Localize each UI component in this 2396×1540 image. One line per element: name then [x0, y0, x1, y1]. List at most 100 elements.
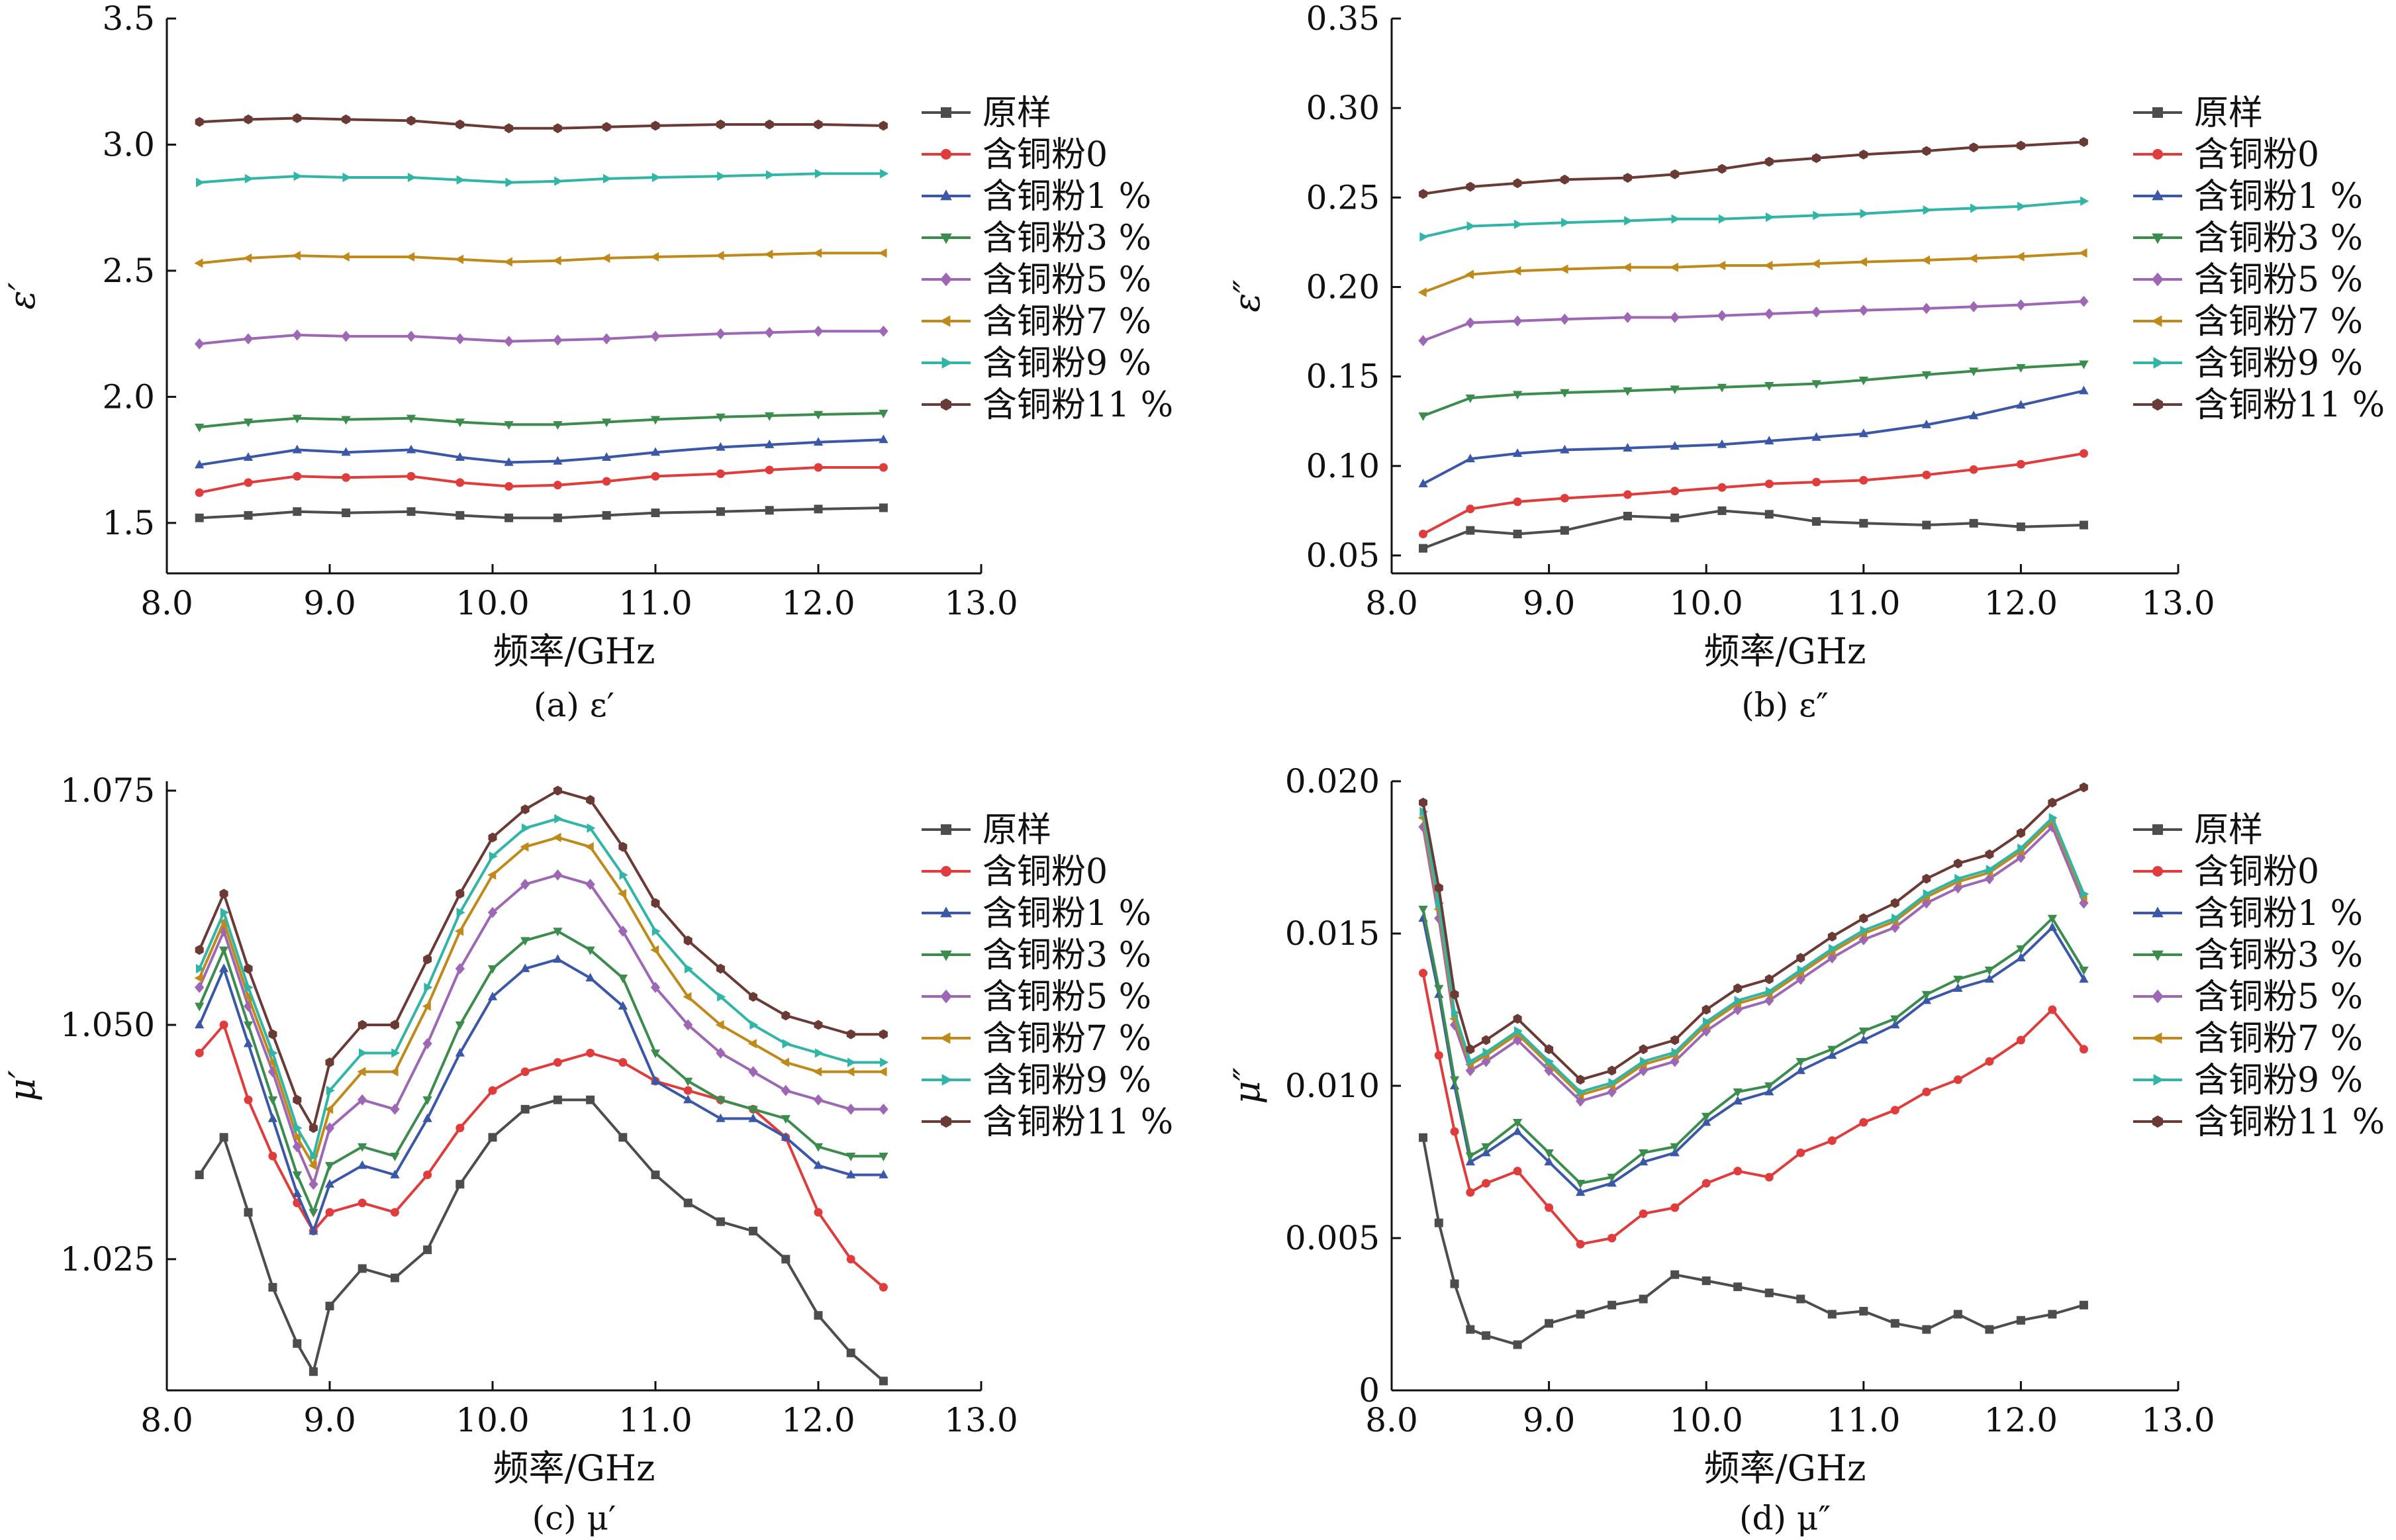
data-point	[1733, 1004, 1743, 1016]
data-point	[1890, 1020, 1900, 1029]
data-point	[813, 1143, 824, 1152]
data-point	[195, 1170, 204, 1179]
series-line	[1421, 817, 2085, 1096]
legend-marker	[2152, 272, 2164, 287]
data-point	[267, 1066, 278, 1078]
data-point	[1576, 1095, 1586, 1107]
series-line	[199, 506, 884, 520]
data-point	[880, 169, 889, 179]
y-tick-label: 0.25	[1306, 178, 1380, 217]
x-tick-label: 10.0	[455, 584, 529, 622]
data-point	[195, 1048, 204, 1057]
data-point	[1544, 1149, 1554, 1158]
data-point	[325, 1208, 334, 1217]
data-point	[243, 1000, 254, 1012]
data-point	[1419, 189, 1427, 199]
data-point	[1466, 1188, 1475, 1197]
data-point	[683, 1086, 693, 1095]
y-tick-label: 2.0	[102, 377, 155, 416]
data-point	[341, 416, 351, 425]
data-point	[1560, 444, 1570, 454]
series-line	[1421, 1137, 2084, 1346]
data-point	[683, 1019, 693, 1031]
data-point	[1733, 1167, 1743, 1176]
data-point	[293, 507, 302, 516]
data-point	[879, 503, 888, 512]
data-point	[1718, 214, 1727, 224]
data-point	[2016, 1316, 2025, 1325]
legend-marker	[939, 1032, 951, 1044]
data-point	[553, 1058, 562, 1067]
data-point	[358, 1160, 367, 1169]
data-point	[781, 1057, 789, 1067]
data-point	[1701, 1179, 1711, 1188]
legend-label: 含铜粉1 %	[2194, 177, 2363, 217]
series-line	[1422, 362, 2084, 417]
data-point	[269, 1048, 278, 1058]
data-point	[358, 1094, 367, 1106]
data-point	[1890, 1015, 1900, 1024]
y-axis-label: ε″	[1226, 279, 1268, 312]
data-point	[553, 928, 563, 937]
data-point	[455, 1021, 465, 1030]
data-point	[219, 1133, 228, 1142]
data-point	[1953, 983, 1963, 992]
data-point	[1513, 530, 1522, 539]
data-point	[554, 814, 563, 824]
data-point	[586, 1048, 595, 1057]
data-point	[1670, 1203, 1680, 1212]
x-tick-label: 12.0	[781, 1401, 855, 1439]
data-point	[845, 1067, 855, 1077]
data-point	[1969, 301, 1979, 313]
legend-label: 原样	[982, 93, 1051, 133]
data-point	[195, 1020, 205, 1029]
data-point	[1811, 259, 1820, 269]
data-point	[390, 1208, 399, 1217]
data-point	[1858, 376, 1868, 385]
series-8	[195, 113, 888, 134]
data-point	[2016, 140, 2025, 151]
data-point	[1764, 1288, 1774, 1298]
x-tick-label: 13.0	[2141, 584, 2215, 622]
data-point	[293, 171, 303, 181]
legend-label: 含铜粉5 %	[2194, 260, 2363, 300]
data-point	[1418, 412, 1428, 421]
series-2	[1419, 449, 2088, 539]
data-point	[1640, 1057, 1649, 1067]
legend-label: 含铜粉11 %	[2194, 1102, 2385, 1142]
data-point	[488, 1086, 497, 1095]
data-point	[1733, 983, 1743, 994]
data-point	[267, 1096, 278, 1105]
data-point	[1639, 1044, 1648, 1055]
data-point	[846, 1103, 856, 1115]
data-point	[1890, 1319, 1899, 1328]
data-point	[1513, 1340, 1522, 1349]
data-point	[1623, 490, 1632, 499]
data-point	[781, 1255, 791, 1264]
legend-label: 含铜粉11 %	[2194, 385, 2385, 425]
data-point	[1419, 797, 1427, 808]
data-point	[879, 1169, 888, 1179]
data-point	[601, 253, 610, 263]
data-point	[390, 1153, 400, 1161]
data-point	[455, 510, 465, 520]
data-point	[1890, 1106, 1899, 1115]
data-point	[195, 488, 204, 497]
legend-label: 含铜粉9 %	[982, 344, 1151, 383]
legend-marker	[2152, 989, 2164, 1004]
series-7	[1419, 196, 2089, 242]
data-point	[813, 1067, 822, 1077]
data-point	[683, 936, 693, 946]
data-point	[422, 1001, 431, 1011]
chart-panel-4: 8.0 9.0 10.0 11.0 12.0 13.0 0 0.005 0.010 0.015 0.…	[1226, 762, 2385, 1537]
data-point	[1764, 994, 1774, 1006]
data-point	[520, 963, 530, 973]
series-1	[1419, 1133, 2088, 1349]
data-point	[390, 1273, 399, 1282]
data-point	[749, 992, 758, 1002]
data-point	[1953, 975, 1963, 985]
data-point	[196, 963, 205, 974]
data-point	[1670, 1147, 1680, 1157]
